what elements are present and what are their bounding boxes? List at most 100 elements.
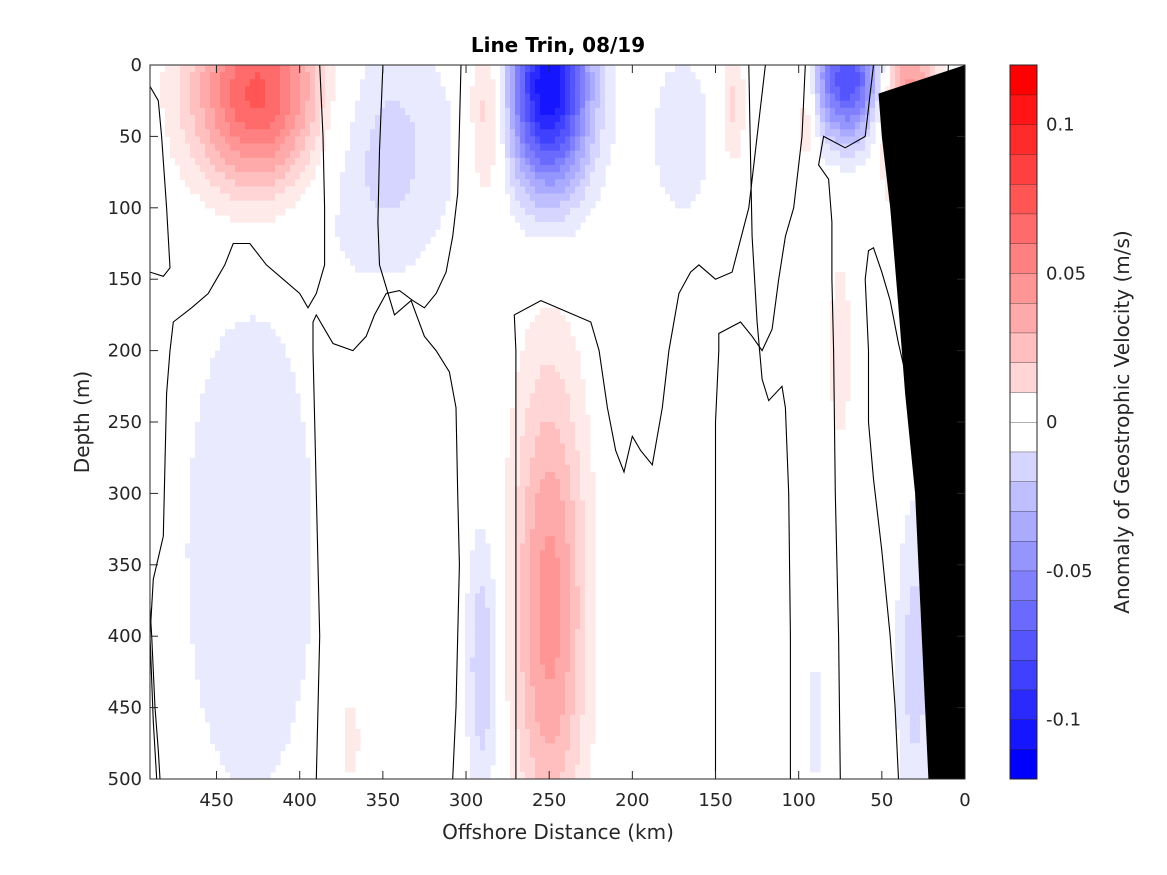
velocity-cell bbox=[300, 136, 306, 145]
velocity-cell bbox=[230, 679, 236, 687]
velocity-cell bbox=[700, 172, 706, 180]
velocity-cell bbox=[395, 107, 401, 116]
velocity-cell bbox=[590, 471, 596, 480]
velocity-cell bbox=[350, 172, 356, 180]
velocity-cell bbox=[550, 664, 556, 673]
velocity-cell bbox=[530, 550, 536, 559]
velocity-cell bbox=[250, 614, 256, 623]
velocity-cell bbox=[675, 136, 681, 145]
velocity-cell bbox=[265, 407, 271, 416]
velocity-cell bbox=[350, 736, 356, 744]
velocity-cell bbox=[465, 700, 471, 709]
velocity-cell bbox=[265, 743, 271, 752]
velocity-cell bbox=[265, 464, 271, 473]
velocity-cell bbox=[505, 471, 511, 480]
velocity-cell bbox=[550, 486, 556, 494]
velocity-cell bbox=[210, 671, 216, 680]
velocity-cell bbox=[835, 157, 841, 166]
velocity-cell bbox=[550, 764, 556, 773]
velocity-cell bbox=[285, 507, 291, 516]
velocity-cell bbox=[195, 657, 201, 666]
velocity-cell bbox=[805, 129, 811, 137]
velocity-cell bbox=[580, 122, 586, 130]
velocity-cell bbox=[565, 579, 571, 587]
velocity-cell bbox=[230, 529, 236, 537]
velocity-cell bbox=[245, 529, 251, 537]
velocity-cell bbox=[825, 150, 831, 159]
velocity-cell bbox=[540, 322, 546, 330]
velocity-cell bbox=[410, 129, 416, 137]
velocity-cell bbox=[535, 600, 541, 609]
velocity-cell bbox=[470, 614, 476, 623]
velocity-cell bbox=[200, 122, 206, 130]
velocity-cell bbox=[475, 650, 481, 659]
velocity-cell bbox=[555, 407, 561, 416]
velocity-cell bbox=[290, 186, 296, 195]
velocity-cell bbox=[300, 72, 306, 80]
velocity-cell bbox=[220, 707, 226, 716]
velocity-cell bbox=[585, 107, 591, 116]
velocity-cell bbox=[230, 636, 236, 644]
velocity-cell bbox=[725, 65, 731, 73]
velocity-cell bbox=[560, 429, 566, 437]
velocity-cell bbox=[560, 714, 566, 723]
velocity-cell bbox=[835, 272, 841, 280]
velocity-cell bbox=[535, 614, 541, 623]
velocity-cell bbox=[585, 464, 591, 473]
velocity-cell bbox=[205, 386, 211, 395]
velocity-cell bbox=[535, 686, 541, 694]
velocity-cell bbox=[530, 157, 536, 166]
velocity-cell bbox=[905, 600, 911, 609]
velocity-cell bbox=[575, 714, 581, 723]
velocity-cell bbox=[570, 607, 576, 616]
velocity-cell bbox=[250, 686, 256, 694]
velocity-cell bbox=[290, 100, 296, 109]
velocity-cell bbox=[425, 229, 431, 237]
velocity-cell bbox=[660, 107, 666, 116]
velocity-cell bbox=[520, 621, 526, 630]
velocity-cell bbox=[245, 636, 251, 644]
velocity-cell bbox=[300, 172, 306, 180]
velocity-cell bbox=[515, 657, 521, 666]
velocity-cell bbox=[690, 114, 696, 123]
velocity-cell bbox=[265, 72, 271, 80]
velocity-cell bbox=[550, 529, 556, 537]
velocity-cell bbox=[555, 536, 561, 544]
velocity-cell bbox=[355, 250, 361, 259]
velocity-cell bbox=[855, 93, 861, 102]
velocity-cell bbox=[905, 679, 911, 687]
velocity-cell bbox=[225, 493, 231, 502]
velocity-cell bbox=[515, 186, 521, 195]
velocity-cell bbox=[290, 529, 296, 537]
velocity-cell bbox=[525, 343, 531, 352]
velocity-cell bbox=[480, 729, 486, 737]
velocity-cell bbox=[250, 429, 256, 437]
velocity-cell bbox=[610, 93, 616, 102]
velocity-cell bbox=[660, 86, 666, 95]
velocity-cell bbox=[580, 464, 586, 473]
velocity-cell bbox=[285, 200, 291, 209]
velocity-cell bbox=[485, 586, 491, 594]
velocity-cell bbox=[310, 72, 316, 80]
velocity-cell bbox=[230, 550, 236, 559]
velocity-cell bbox=[410, 193, 416, 202]
velocity-cell bbox=[260, 372, 266, 380]
velocity-cell bbox=[520, 214, 526, 223]
velocity-cell bbox=[350, 157, 356, 166]
velocity-cell bbox=[225, 629, 231, 637]
velocity-cell bbox=[380, 179, 386, 187]
velocity-cell bbox=[595, 186, 601, 195]
velocity-cell bbox=[575, 443, 581, 452]
velocity-cell bbox=[245, 86, 251, 95]
velocity-cell bbox=[475, 714, 481, 723]
velocity-cell bbox=[280, 379, 286, 387]
velocity-cell bbox=[580, 721, 586, 730]
velocity-cell bbox=[190, 593, 196, 602]
velocity-cell bbox=[200, 586, 206, 594]
velocity-cell bbox=[505, 586, 511, 594]
velocity-cell bbox=[220, 600, 226, 609]
velocity-cell bbox=[505, 143, 511, 152]
velocity-cell bbox=[305, 507, 311, 516]
velocity-cell bbox=[555, 400, 561, 409]
velocity-cell bbox=[475, 114, 481, 123]
